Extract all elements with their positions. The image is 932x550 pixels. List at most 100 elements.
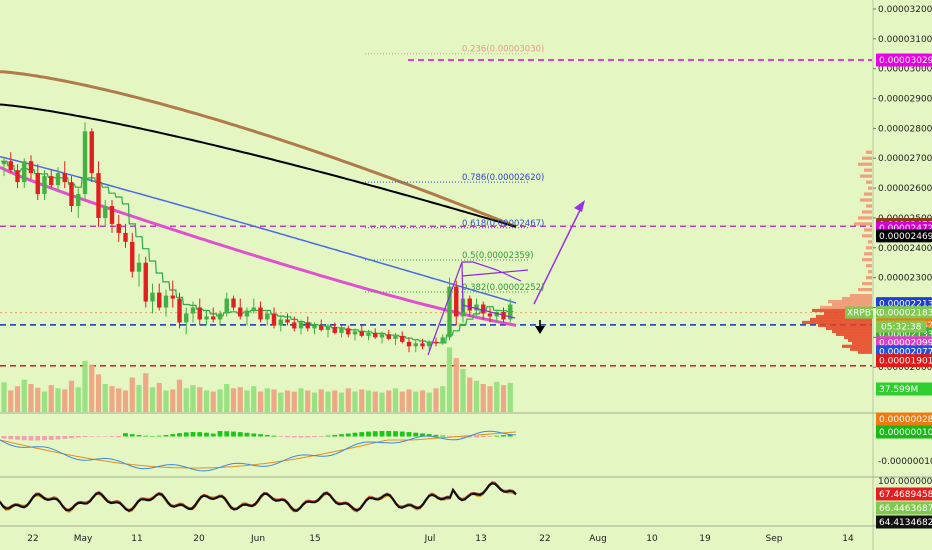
macd-histogram-bar [163, 435, 169, 437]
candle-body [386, 334, 391, 339]
volume-bar [143, 373, 149, 412]
rsi-value-badge-label: 67.46894583 [879, 490, 932, 500]
macd-histogram-bar [231, 431, 236, 437]
macd-value-badge [876, 412, 932, 426]
volume-profile-bar [868, 270, 872, 274]
macd-pane: -0.00000010 [0, 430, 932, 472]
macd-histogram-bar [48, 436, 54, 440]
volume-bar [305, 390, 311, 412]
volume-bar [278, 392, 284, 412]
channel-line [461, 261, 464, 313]
macd-histogram-bar [190, 432, 196, 437]
projection-line [427, 261, 522, 356]
volume-bar [8, 390, 14, 412]
time-tick-label: May [74, 534, 93, 544]
volume-profile-bar [818, 323, 872, 328]
volume-profile-bar [850, 347, 872, 351]
macd-histogram-bar [82, 436, 88, 437]
volume-bar [41, 391, 48, 412]
volume-profile-bar [858, 162, 872, 166]
volume-bar [311, 392, 318, 412]
candle-body [130, 241, 135, 272]
candle-body [285, 319, 290, 323]
volume-bar [62, 389, 68, 412]
volume-bar [251, 386, 257, 412]
volume-profile-bar [850, 293, 872, 298]
price-tick-label: 0.00002300 [878, 274, 932, 284]
candle-body [325, 326, 331, 330]
price-badge-label: 0.00002077 [879, 348, 932, 358]
candle-body [271, 313, 277, 326]
price-badge-label: 0.00002213 [879, 300, 932, 310]
candle-body [170, 295, 175, 299]
volume-bar [82, 360, 88, 412]
macd-histogram-bar [278, 436, 284, 437]
time-tick-label: 20 [193, 534, 205, 544]
volume-bar [149, 387, 156, 412]
macd-histogram-bar [379, 431, 385, 437]
volume-profile-bar [836, 332, 872, 336]
price-tick-label: 0.00002900 [878, 95, 932, 105]
candle-body [116, 223, 121, 233]
countdown-badge [876, 320, 926, 333]
macd-histogram-bar [359, 432, 365, 437]
candle-body [406, 341, 412, 347]
candle-body [123, 232, 128, 242]
candle-body [143, 262, 148, 302]
candle-body [211, 316, 216, 320]
fib-level-label: 0.786(0.00002620) [462, 173, 544, 183]
candle-body [103, 206, 108, 218]
volume-profile-bar [826, 326, 872, 331]
rsi-tick-label: 100.00000000 [878, 477, 932, 487]
volume-profile-bar [866, 246, 872, 250]
countdown-label: 05:32:38 [881, 323, 922, 333]
volume-bar [338, 392, 345, 412]
fib-level-label: 0.382(0.00002252) [462, 283, 544, 293]
macd-histogram-bar [474, 436, 479, 438]
macd-value-badge [876, 425, 932, 439]
volume-bar [392, 388, 399, 412]
candle-body [433, 341, 439, 344]
volume-profile-bar [862, 156, 872, 160]
macd-histogram-bar [55, 436, 61, 440]
macd-histogram-bar [325, 435, 331, 437]
volume-profile-bar [810, 317, 872, 322]
volume-profile-bar [864, 168, 872, 172]
price-badge-label: 0.00002469 [879, 232, 932, 242]
macd-histogram-bar [1, 436, 7, 439]
macd-histogram-bar [318, 436, 324, 437]
macd-histogram-bar [285, 436, 290, 438]
volume-profile-bar [854, 222, 872, 226]
volume-value-badge [876, 382, 932, 396]
rsi-value-badge [876, 515, 932, 529]
macd-histogram-bar [420, 433, 425, 437]
macd-histogram-bar [352, 432, 358, 437]
volume-bar [183, 388, 189, 412]
volume-profile-bar [842, 344, 872, 348]
macd-histogram-bar [35, 436, 41, 441]
macd-histogram-bar [109, 436, 115, 437]
volume-profile-bar [858, 287, 872, 292]
macd-histogram-bar [339, 434, 344, 437]
candle-body [494, 311, 499, 317]
candle-body [474, 304, 479, 311]
volume-profile-bar [844, 335, 872, 339]
candle-body [15, 170, 20, 183]
volume-bar [399, 391, 405, 412]
macd-histogram-bar [224, 431, 230, 437]
volume-profile-bar [862, 210, 872, 214]
candle-body [440, 337, 445, 344]
candle-body [319, 325, 324, 330]
volume-bar [359, 389, 365, 412]
volume-bar [413, 391, 419, 412]
macd-histogram-bar [426, 434, 432, 437]
candle-body [481, 304, 486, 314]
macd-histogram-bar [177, 433, 182, 437]
candle-body [359, 331, 364, 336]
volume-bar [386, 390, 392, 412]
candle-body [136, 262, 142, 272]
fib-level-label: 0.618(0.00002467) [462, 219, 544, 229]
volume-bar [332, 390, 338, 412]
macd-histogram-bar [89, 436, 95, 437]
